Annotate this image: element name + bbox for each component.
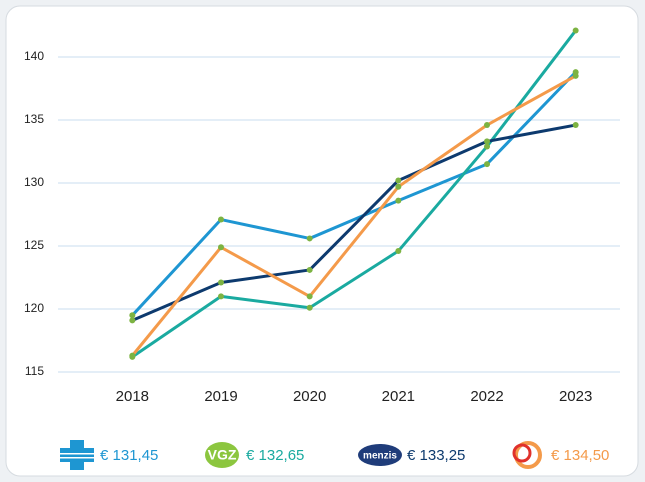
- marker: [572, 27, 579, 34]
- svg-text:VGZ: VGZ: [208, 447, 237, 463]
- x-tick-label: 2022: [470, 388, 503, 405]
- x-tick-label: 2020: [293, 388, 326, 405]
- y-tick-label: 130: [24, 175, 44, 189]
- y-tick-label: 135: [24, 112, 44, 126]
- marker: [484, 143, 490, 150]
- marker: [484, 138, 490, 145]
- marker: [306, 293, 313, 300]
- marker: [484, 161, 490, 168]
- x-tick-label: 2019: [204, 388, 237, 405]
- marker: [306, 266, 313, 273]
- marker: [218, 279, 224, 286]
- y-tick-label: 115: [25, 364, 44, 378]
- marker: [306, 235, 313, 242]
- x-tick-label: 2018: [116, 388, 149, 405]
- marker: [218, 293, 224, 300]
- marker: [129, 317, 136, 324]
- marker: [218, 244, 224, 251]
- marker: [306, 304, 313, 311]
- marker: [129, 312, 136, 319]
- marker: [484, 122, 490, 129]
- legend-label: € 134,50: [551, 447, 609, 464]
- svg-text:menzis: menzis: [363, 451, 397, 462]
- x-tick-label: 2021: [382, 388, 415, 405]
- y-tick-label: 125: [24, 238, 44, 252]
- marker: [395, 177, 402, 184]
- legend-label: € 132,65: [246, 447, 304, 464]
- line: [131, 123, 576, 322]
- legend-logos: VGZ menzis: [60, 440, 542, 470]
- y-tick-label: 140: [24, 49, 44, 63]
- marker: [129, 352, 136, 359]
- logo-vgz: VGZ: [205, 442, 239, 468]
- line: [131, 71, 577, 317]
- marker: [572, 122, 579, 129]
- marker: [218, 216, 224, 223]
- legend-label: € 133,25: [407, 447, 465, 464]
- legend-label: € 131,45: [100, 447, 158, 464]
- marker: [395, 248, 402, 255]
- y-tick-label: 120: [24, 301, 44, 315]
- logo-menzis: menzis: [358, 444, 402, 466]
- line: [131, 29, 577, 359]
- card: [5, 5, 639, 477]
- line: [131, 74, 577, 357]
- logo-cross: [60, 440, 94, 470]
- marker: [572, 72, 579, 79]
- logo-cz: [512, 441, 542, 469]
- x-tick-label: 2023: [559, 388, 592, 405]
- marker: [395, 183, 402, 190]
- marker: [395, 197, 402, 204]
